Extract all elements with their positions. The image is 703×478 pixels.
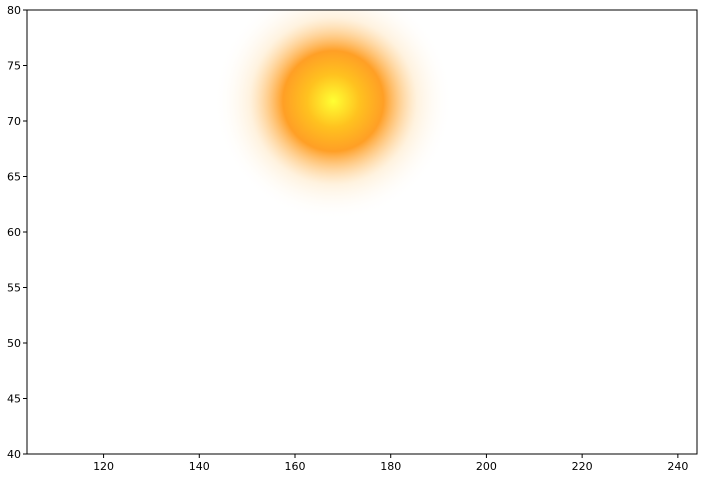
y-tick-label: 40 (7, 448, 21, 461)
y-tick-label: 75 (7, 60, 21, 73)
x-tick-label: 220 (572, 460, 593, 473)
y-tick-label: 80 (7, 4, 21, 17)
y-axis: 40 45 50 55 60 65 70 75 80 (7, 4, 27, 461)
heat-hotspot (213, 10, 453, 221)
x-tick-label: 180 (380, 460, 401, 473)
plot-area (213, 10, 453, 221)
x-tick-label: 160 (285, 460, 306, 473)
x-tick-label: 200 (476, 460, 497, 473)
x-tick-label: 240 (667, 460, 688, 473)
y-tick-label: 60 (7, 226, 21, 239)
x-tick-label: 140 (189, 460, 210, 473)
y-tick-label: 55 (7, 282, 21, 295)
x-axis: 120 140 160 180 200 220 240 (93, 454, 688, 473)
x-tick-label: 120 (93, 460, 114, 473)
y-tick-label: 45 (7, 393, 21, 406)
y-tick-label: 70 (7, 115, 21, 128)
y-tick-label: 50 (7, 337, 21, 350)
y-tick-label: 65 (7, 171, 21, 184)
